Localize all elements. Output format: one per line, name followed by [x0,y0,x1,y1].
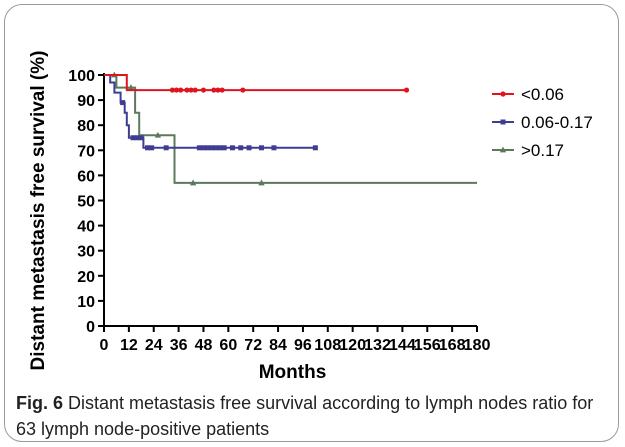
censor-marker [271,145,277,151]
legend-label: 0.06-0.17 [521,113,593,132]
caption-label: Fig. 6 [16,393,64,413]
censor-marker [163,145,169,151]
caption-text: Distant metastasis free survival accordi… [16,393,594,439]
censor-marker [134,135,140,141]
x-tick-label: 12 [120,337,138,354]
censor-marker [213,145,219,151]
censor-marker [240,87,246,93]
censor-marker [154,131,162,138]
censor-marker [258,179,265,186]
x-tick-label: 144 [389,337,416,354]
x-tick-label: 156 [414,337,441,354]
y-axis-ticks: 0 10 20 30 40 50 60 70 80 90 100 [68,68,104,336]
censor-marker [500,119,506,125]
censor-marker [173,87,180,93]
series-2 [104,71,477,186]
censor-marker [130,135,136,141]
y-tick-label: 80 [77,118,95,135]
censor-marker [312,145,318,151]
series-0 [104,74,410,93]
censor-marker [200,145,206,151]
censor-marker [221,145,227,151]
x-tick-label: 24 [145,337,163,354]
y-tick-label: 20 [77,269,95,286]
censor-marker [217,145,223,151]
y-tick-label: 100 [68,68,95,85]
censor-marker [169,87,175,93]
y-tick-label: 50 [77,194,95,211]
y-tick-label: 40 [77,219,95,236]
censor-marker [184,87,190,93]
censor-marker [209,145,215,151]
series-line [104,74,407,92]
y-tick-label: 90 [77,93,95,110]
censor-marker [120,100,126,106]
censor-marker [403,87,410,93]
series-layer [104,71,477,186]
legend-item: 0.06-0.17 [492,113,593,132]
y-tick-label: 70 [77,143,95,160]
censor-marker [229,145,235,151]
y-tick-label: 30 [77,244,95,261]
x-tick-label: 180 [464,337,491,354]
censor-marker [258,145,264,151]
censor-marker [219,87,225,93]
legend-item: <0.06 [492,85,564,104]
censor-marker [205,145,211,151]
censor-marker [127,84,135,90]
censor-marker [138,135,144,141]
x-tick-label: 96 [294,337,312,354]
censor-marker [178,87,184,93]
x-tick-label: 36 [170,337,188,354]
censor-marker [215,87,221,93]
censor-marker [188,87,194,93]
censor-marker [500,91,506,97]
censor-marker [192,87,198,93]
censor-marker [145,145,151,151]
censor-marker [196,145,202,151]
y-tick-label: 10 [77,294,95,311]
censor-marker [246,145,252,151]
x-tick-label: 48 [195,337,213,354]
censor-marker [200,87,207,93]
x-tick-label: 120 [339,337,366,354]
y-axis-label: Distant metastasis free survival (%) [28,51,49,371]
x-tick-label: 132 [364,337,391,354]
legend-item: >0.17 [492,141,564,160]
figure-caption: Fig. 6 Distant metastasis free survival … [16,390,608,442]
legend-label: >0.17 [521,141,564,160]
survival-chart: 0 10 20 30 40 50 60 70 80 90 100 0 12 24 36 48 60 72 84 96… [28,51,593,383]
series-line [104,74,477,184]
x-tick-label: 72 [244,337,262,354]
censor-marker [211,87,217,93]
legend: <0.06 0.06-0.17 >0.17 [492,85,593,160]
legend-label: <0.06 [521,85,564,104]
series-1 [104,74,318,151]
x-tick-label: 168 [439,337,466,354]
x-tick-label: 84 [269,337,287,354]
x-tick-label: 108 [314,337,341,354]
y-tick-label: 0 [86,319,95,336]
figure-frame [4,4,619,442]
y-tick-label: 60 [77,168,95,185]
censor-marker [499,146,507,153]
censor-marker [189,179,197,186]
censor-marker [149,145,155,151]
x-axis-label: Months [259,362,327,383]
censor-marker [238,145,244,151]
x-tick-label: 60 [219,337,237,354]
x-tick-label: 0 [100,337,109,354]
